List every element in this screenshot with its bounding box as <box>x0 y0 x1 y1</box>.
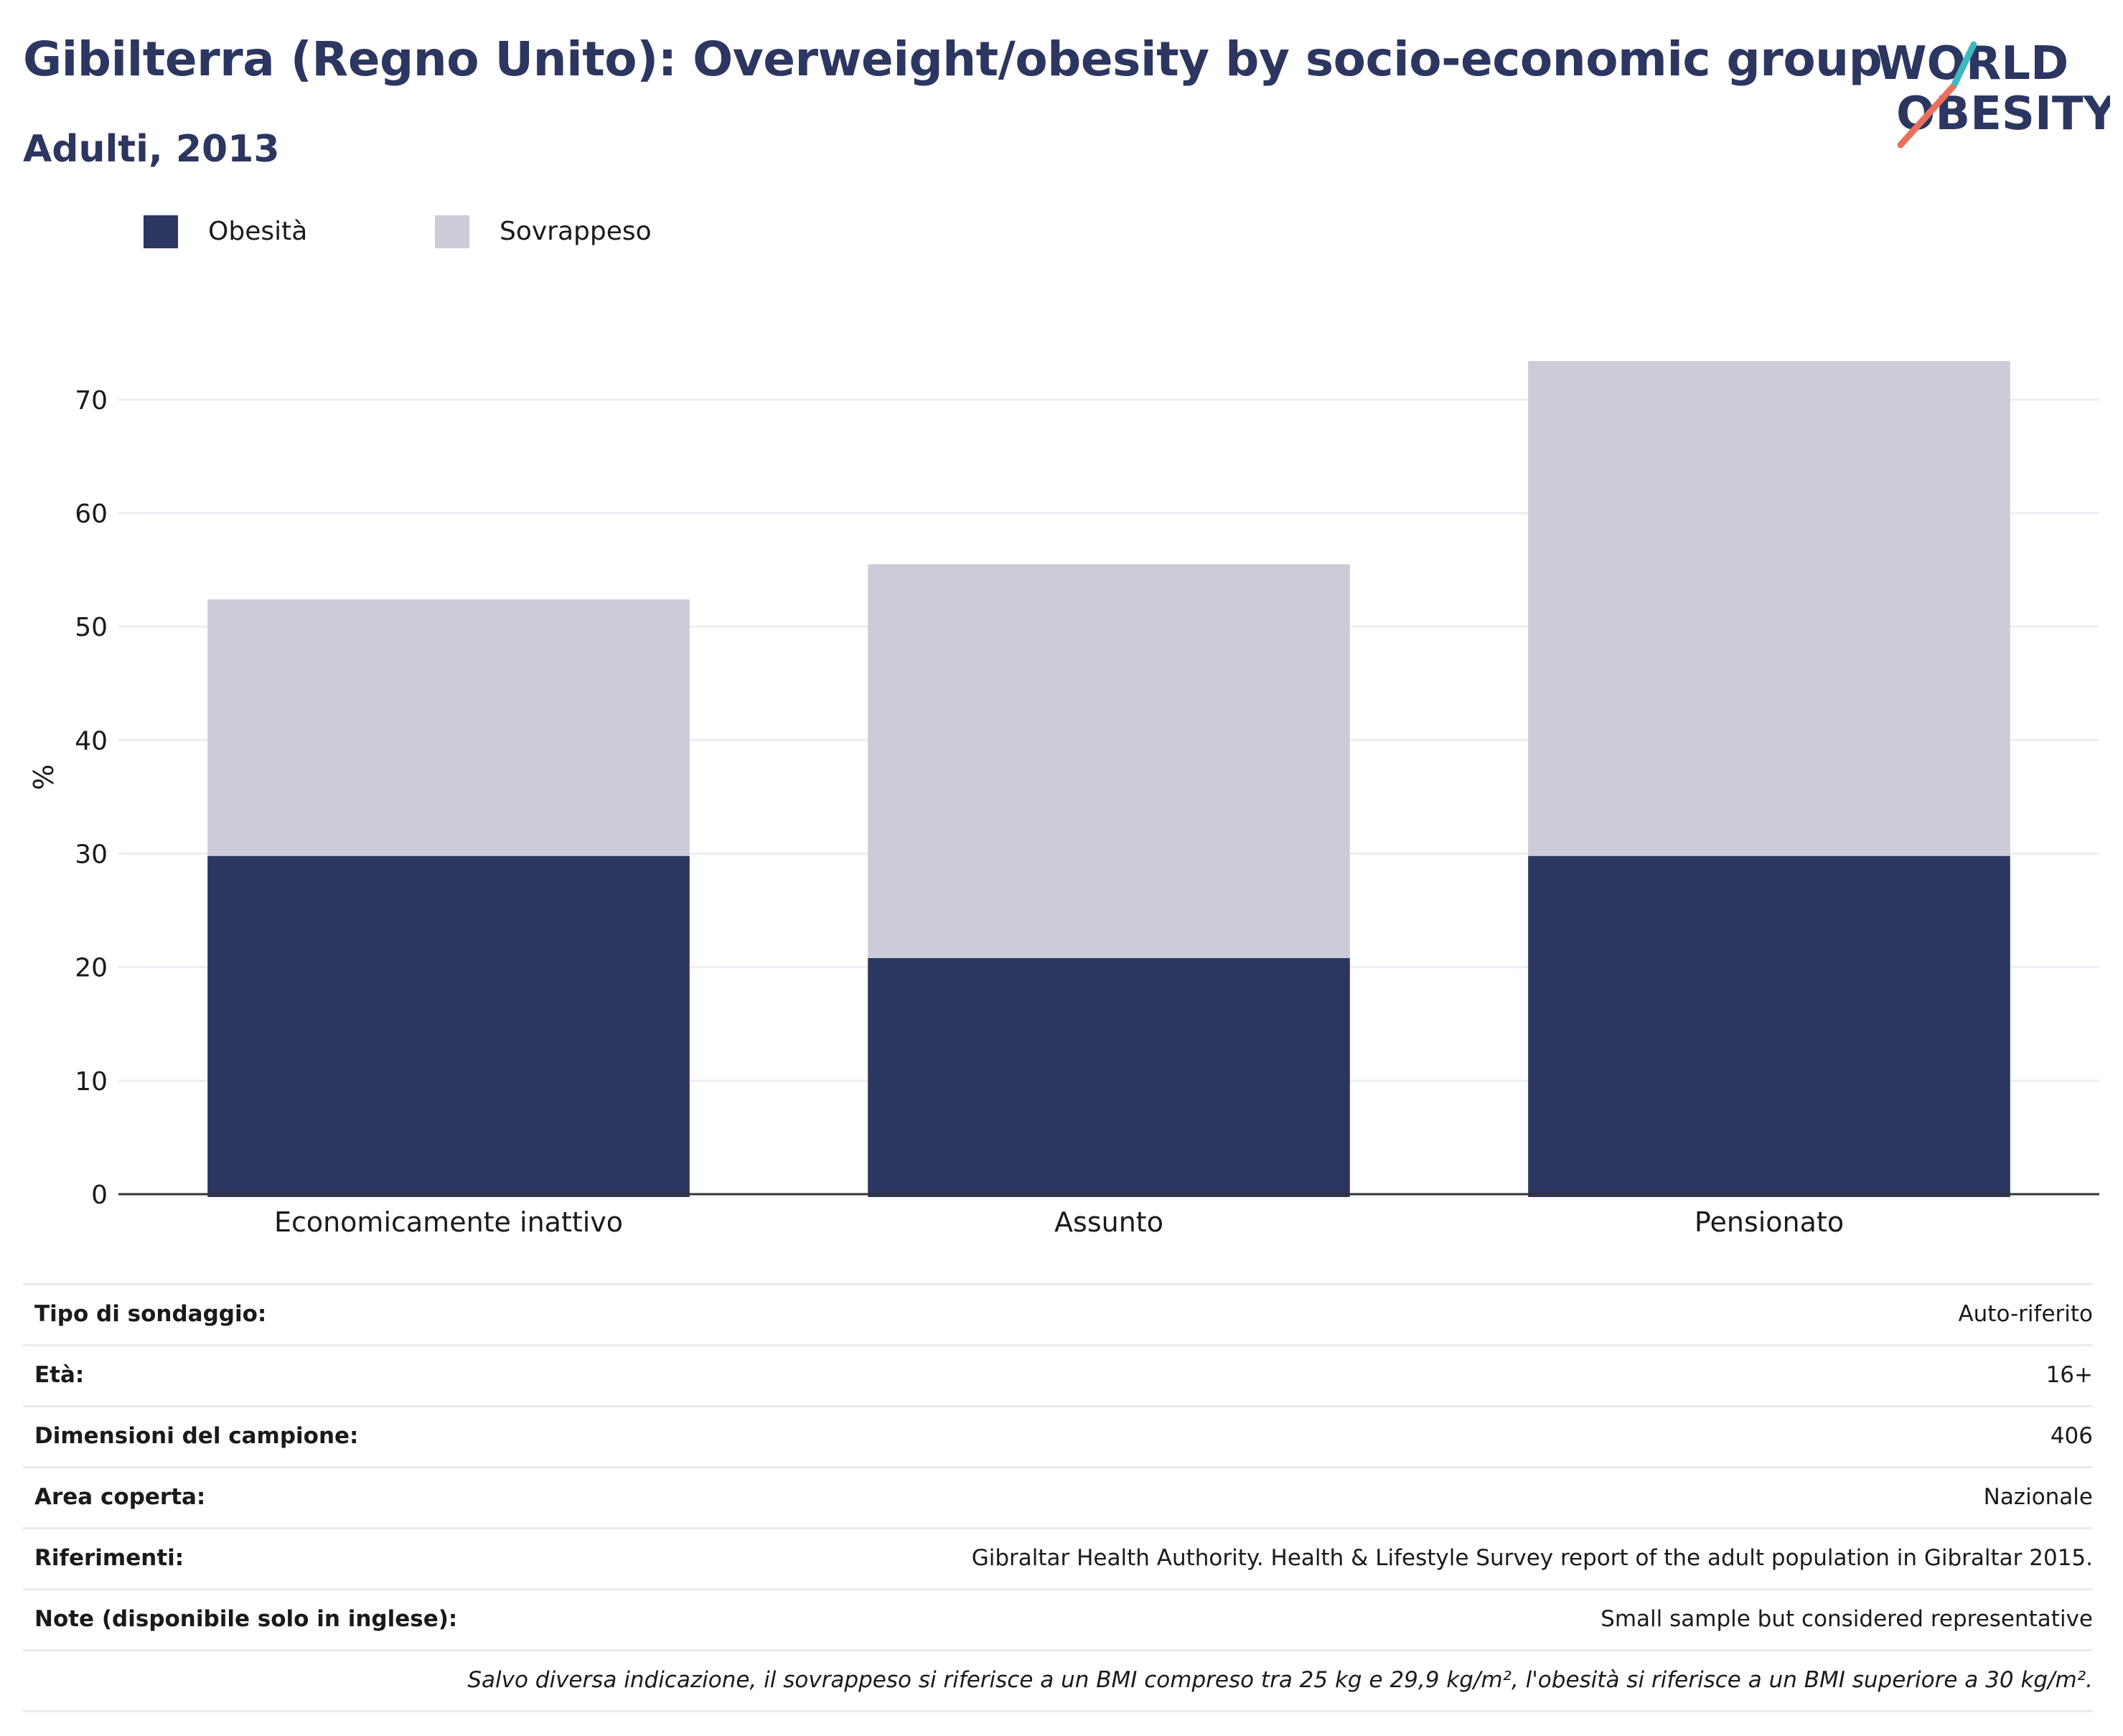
info-label: Riferimenti: <box>34 1545 184 1571</box>
info-row-age: Età: 16+ <box>23 1344 2093 1405</box>
y-tick-label: 70 <box>75 386 108 416</box>
stacked-bar-chart: 0 10 20 30 40 50 60 70% Economicamente inattivo A… <box>28 361 2099 1238</box>
y-tick-label: 60 <box>75 499 108 529</box>
info-label: Note (disponibile solo in inglese): <box>34 1606 458 1632</box>
y-tick-label: 50 <box>75 613 108 642</box>
survey-info-table: Tipo di sondaggio: Auto-riferito Età: 16… <box>23 1283 2093 1712</box>
footnote-row: Salvo diversa indicazione, il sovrappeso… <box>23 1649 2093 1712</box>
info-row-area: Area coperta: Nazionale <box>23 1466 2093 1527</box>
info-label: Tipo di sondaggio: <box>34 1301 267 1327</box>
info-label: Età: <box>34 1362 85 1388</box>
legend-label-overweight: Sovrappeso <box>500 217 652 246</box>
info-row-sample-size: Dimensioni del campione: 406 <box>23 1405 2093 1466</box>
x-tick-label: Economicamente inattivo <box>274 1206 623 1238</box>
y-tick-label: 0 <box>91 1181 108 1210</box>
bar-obesity <box>868 958 1350 1197</box>
bar-overweight <box>207 599 690 856</box>
bar-obesity <box>1528 855 2010 1197</box>
info-row-notes: Note (disponibile solo in inglese): Smal… <box>23 1588 2093 1649</box>
bmi-footnote: Salvo diversa indicazione, il sovrappeso… <box>467 1667 2093 1693</box>
legend-swatch-overweight <box>435 215 469 248</box>
info-value: 16+ <box>2045 1362 2093 1388</box>
world-obesity-logo: WORLD OBESITY <box>1876 37 2110 149</box>
info-label: Dimensioni del campione: <box>34 1423 359 1449</box>
info-value: Auto-riferito <box>1958 1301 2093 1327</box>
info-value: Small sample but considered representati… <box>1601 1606 2093 1632</box>
legend-swatch-obesity <box>144 215 178 248</box>
y-tick-label: 40 <box>75 726 108 756</box>
y-tick-label: 10 <box>75 1067 108 1097</box>
info-row-survey-type: Tipo di sondaggio: Auto-riferito <box>23 1283 2093 1344</box>
bar-overweight <box>868 564 1350 959</box>
chart-subtitle: Adulti, 2013 <box>23 128 280 171</box>
info-value: Nazionale <box>1983 1484 2093 1510</box>
bar-obesity <box>207 855 690 1197</box>
info-label: Area coperta: <box>34 1484 206 1510</box>
legend-label-obesity: Obesità <box>208 217 308 246</box>
x-tick-label: Assunto <box>1054 1206 1163 1238</box>
y-axis-label: % <box>28 764 60 790</box>
info-row-references: Riferimenti: Gibraltar Health Authority.… <box>23 1527 2093 1588</box>
chart-title: Gibilterra (Regno Unito): Overweight/obe… <box>23 32 1883 87</box>
info-value: 406 <box>2050 1423 2093 1449</box>
y-tick-label: 30 <box>75 840 108 870</box>
logo-slash-coral <box>1897 84 1956 149</box>
x-tick-label: Pensionato <box>1695 1206 1844 1238</box>
bar-overweight <box>1528 361 2010 856</box>
logo-slash-teal <box>1950 41 1977 90</box>
info-value: Gibraltar Health Authority. Health & Lif… <box>971 1545 2093 1571</box>
y-tick-label: 20 <box>75 954 108 983</box>
